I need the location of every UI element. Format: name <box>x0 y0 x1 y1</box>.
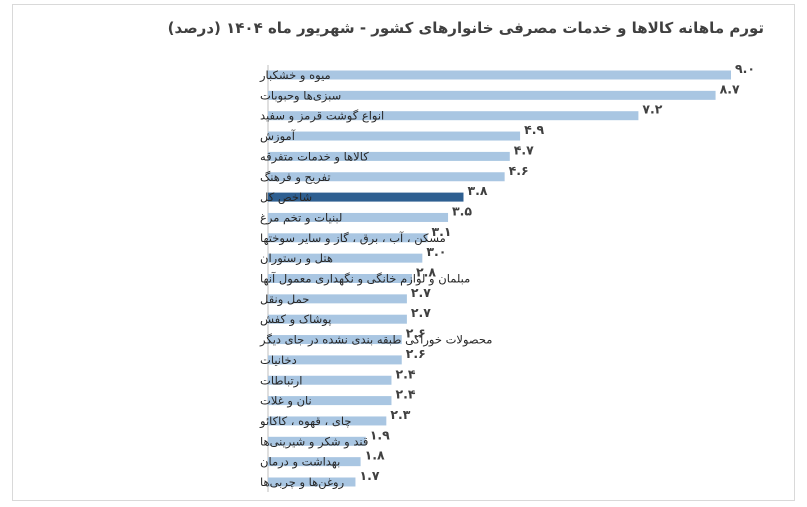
bar <box>268 111 639 121</box>
category-label: مبلمان و لوازم خانگی و نگهداری معمول آنه… <box>260 272 470 287</box>
category-label: ارتباطات <box>260 373 302 388</box>
bar <box>268 274 413 283</box>
category-label: چای ، قهوه ، کاکائو <box>259 414 352 429</box>
category-label: کالاها و خدمات متفرقه <box>260 149 369 164</box>
category-label: میوه و خشکبار <box>259 68 331 83</box>
value-label: ۷.۲ <box>642 102 662 117</box>
value-label: ۴.۶ <box>509 163 529 178</box>
bar <box>268 436 366 446</box>
value-label: ۱.۸ <box>365 448 385 463</box>
category-label: دخانیات <box>260 353 297 367</box>
bar <box>268 355 402 365</box>
value-label: ۲.۴ <box>395 387 415 402</box>
category-label: شاخص کل <box>260 190 312 205</box>
bar <box>268 172 505 182</box>
category-label: روغن‌ها و چربی‌ها <box>260 475 344 490</box>
bar <box>268 396 392 406</box>
value-label: ۳.۰ <box>426 244 446 259</box>
value-label: ۹.۰ <box>735 61 755 76</box>
category-label: سبزی‌ها وحبوبات <box>260 88 341 103</box>
value-label: ۲.۷ <box>411 285 431 300</box>
category-label: مسکن ، آب ، برق ، گاز و سایر سوختها <box>260 231 446 246</box>
value-label: ۴.۷ <box>514 142 534 157</box>
value-label: ۲.۷ <box>411 305 431 320</box>
bar <box>268 233 428 243</box>
value-label: ۲.۸ <box>416 265 436 280</box>
category-label: تفریح و فرهنگ <box>260 170 331 185</box>
category-label: آموزش <box>260 129 296 144</box>
category-label: هتل و رستوران <box>260 251 333 266</box>
bar <box>268 70 731 80</box>
value-label: ۳.۵ <box>452 203 472 218</box>
value-label: ۴.۹ <box>524 122 544 137</box>
category-label: محصولات خوراکی طبقه بندی نشده در جای دیگ… <box>259 333 492 348</box>
bar <box>268 131 521 141</box>
value-label: ۳.۸ <box>467 183 487 198</box>
category-label: قند و شکر و شیرینی‌ها <box>260 434 368 449</box>
value-label: ۲.۶ <box>406 346 426 361</box>
bar <box>268 253 423 263</box>
value-label: ۸.۷ <box>720 81 740 96</box>
value-label: ۲.۳ <box>390 407 410 422</box>
bar <box>268 294 407 304</box>
category-label: حمل ونقل <box>260 292 309 307</box>
bar <box>268 335 402 345</box>
category-label: لبنیات و تخم مرغ <box>260 210 342 225</box>
bar <box>268 212 449 222</box>
value-label: ۲.۴ <box>395 366 415 381</box>
chart-frame: تورم ماهانه کالاها و خدمات مصرفی خانواره… <box>12 4 795 501</box>
category-label: نان و غلات <box>260 394 312 409</box>
bar <box>268 375 392 385</box>
category-label: انواع گوشت قرمز و سفید <box>260 109 384 124</box>
chart-title: تورم ماهانه کالاها و خدمات مصرفی خانواره… <box>167 19 764 37</box>
category-label: پوشاک و کفش <box>260 312 331 327</box>
bar <box>268 416 387 426</box>
bar <box>268 457 361 467</box>
category-label: بهداشت و درمان <box>260 455 340 470</box>
value-label: ۲.۶ <box>406 326 426 341</box>
bar <box>268 90 716 100</box>
bar <box>268 192 464 202</box>
bar <box>268 151 510 161</box>
value-label: ۱.۷ <box>359 468 379 483</box>
value-label: ۱.۹ <box>370 427 390 442</box>
bar <box>268 314 407 324</box>
bar <box>268 477 356 487</box>
value-label: ۳.۱ <box>431 224 451 239</box>
